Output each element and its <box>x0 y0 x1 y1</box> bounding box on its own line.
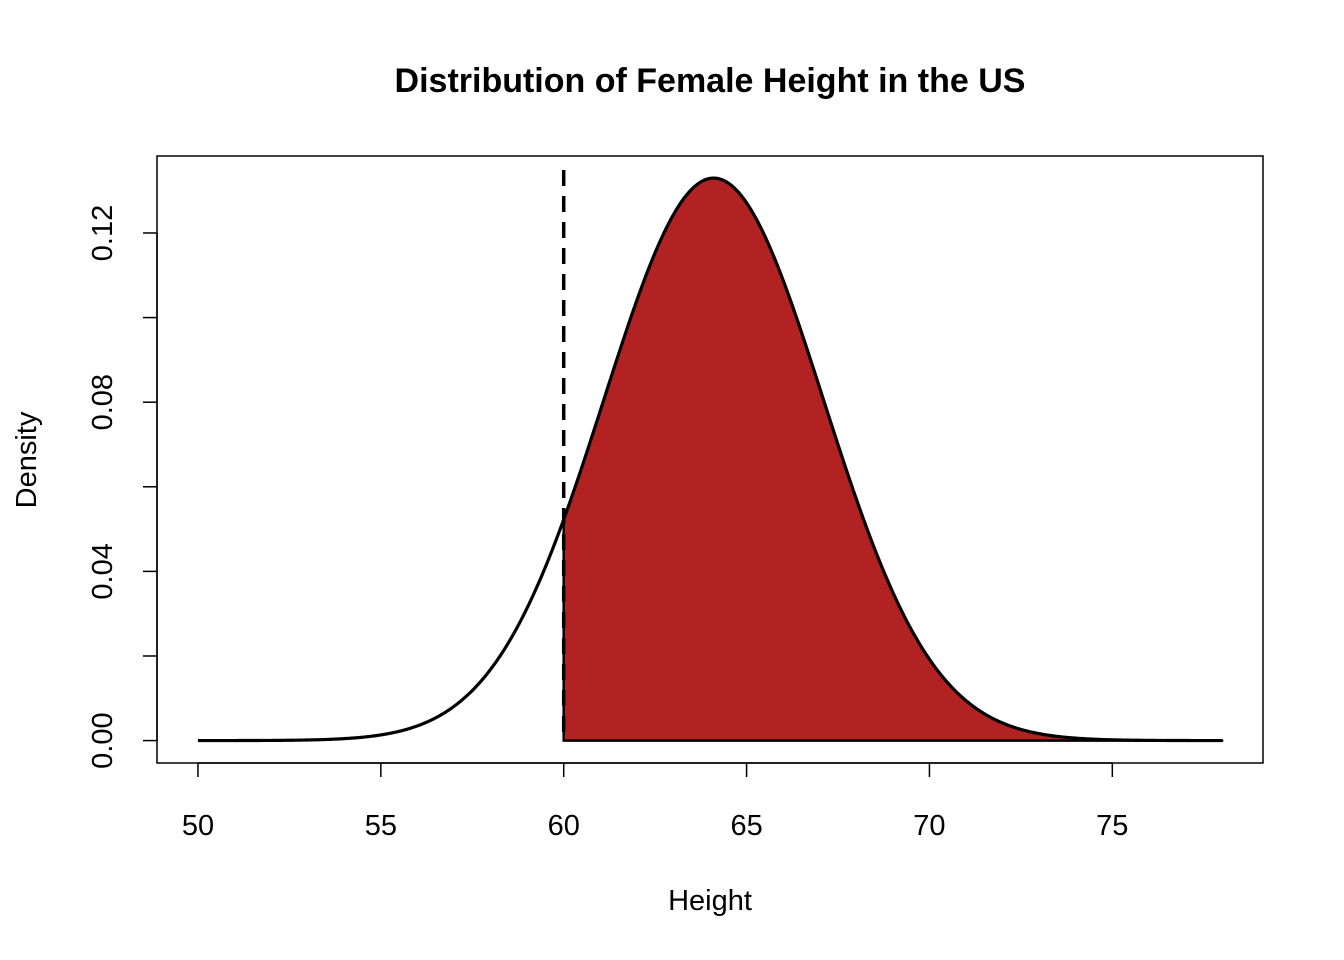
y-tick-label: 0.00 <box>87 712 119 768</box>
y-tick-label: 0.04 <box>87 543 119 599</box>
density-curve <box>197 176 1223 743</box>
x-tick-label: 65 <box>730 810 762 842</box>
x-tick-label: 60 <box>548 810 580 842</box>
x-tick-label: 55 <box>365 810 397 842</box>
chart-title: Distribution of Female Height in the US <box>395 62 1026 100</box>
y-axis-label: Density <box>11 411 43 508</box>
x-tick-label: 70 <box>913 810 945 842</box>
x-tick-label: 75 <box>1096 810 1128 842</box>
shaded-region <box>562 176 1224 742</box>
y-tick-label: 0.12 <box>87 205 119 261</box>
x-axis-label: Height <box>668 885 752 917</box>
x-tick-label: 50 <box>182 810 214 842</box>
y-tick-label: 0.08 <box>87 374 119 430</box>
